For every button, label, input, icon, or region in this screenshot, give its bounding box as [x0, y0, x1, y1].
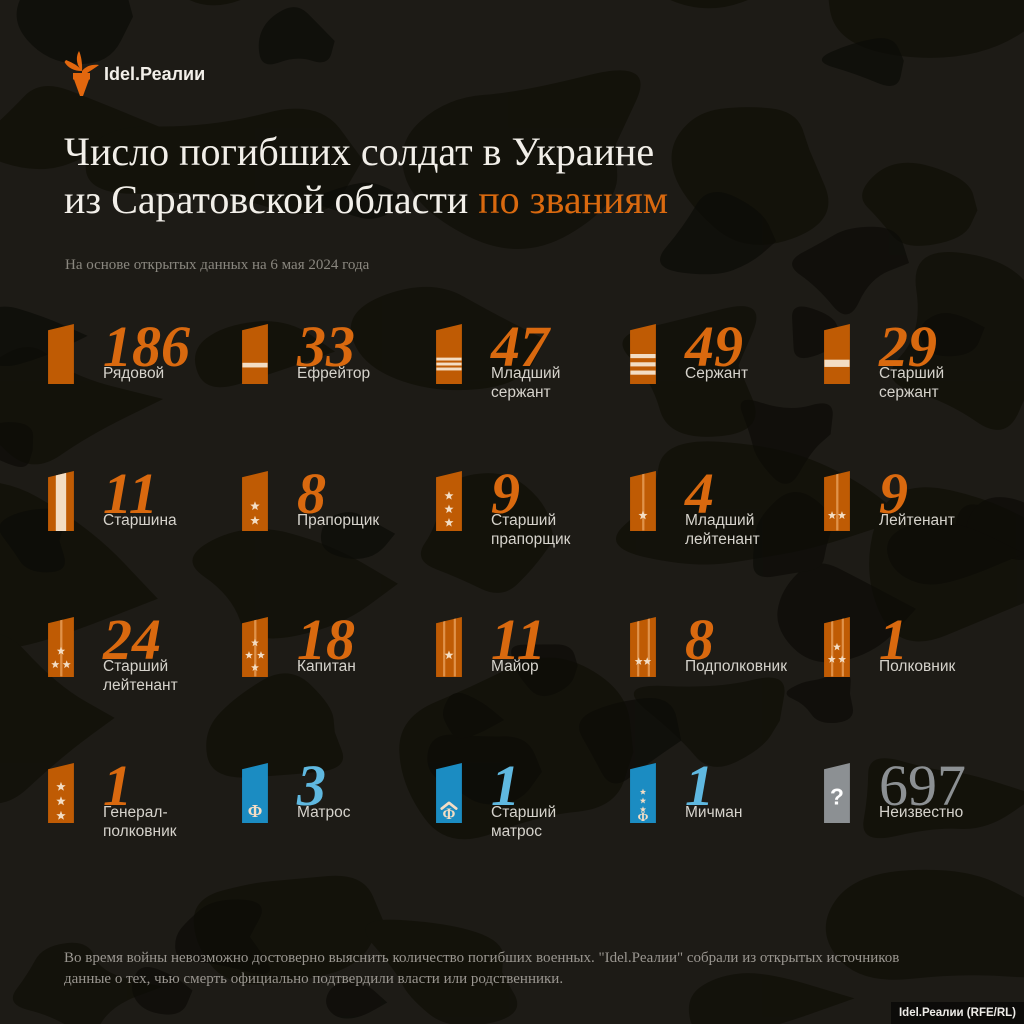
svg-text:Φ: Φ [443, 806, 456, 823]
svg-text:Idel.Реалии: Idel.Реалии [104, 64, 205, 84]
svg-text:Φ: Φ [248, 801, 263, 821]
svg-text:?: ? [830, 783, 844, 809]
svg-text:Φ: Φ [638, 809, 649, 823]
